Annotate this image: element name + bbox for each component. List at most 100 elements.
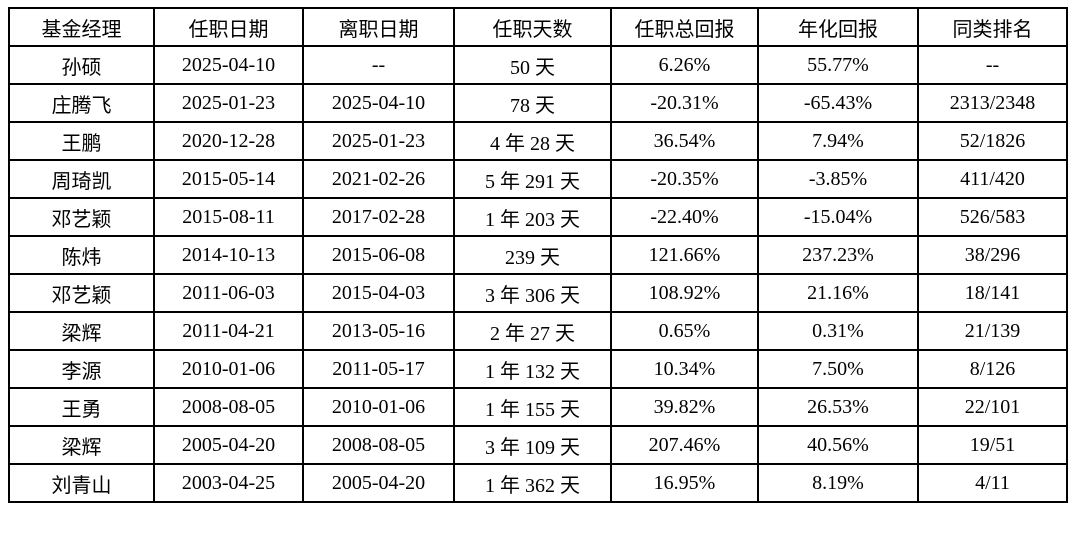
cell-total-return: -20.35% [610,159,759,199]
cell-peer-rank: 526/583 [917,197,1068,237]
cell-manager: 梁辉 [8,425,155,465]
cell-annualized-return: 8.19% [757,463,919,503]
cell-end-date: 2005-04-20 [302,463,455,503]
cell-tenure-days: 3 年 109 天 [453,425,612,465]
cell-peer-rank: 18/141 [917,273,1068,313]
fund-manager-table: 基金经理 任职日期 离职日期 任职天数 任职总回报 年化回报 同类排名 孙硕 2… [8,7,1068,503]
cell-start-date: 2011-06-03 [153,273,304,313]
table-row: 周琦凯 2015-05-14 2021-02-26 5 年 291 天 -20.… [8,159,1068,199]
cell-end-date: 2008-08-05 [302,425,455,465]
cell-start-date: 2014-10-13 [153,235,304,275]
cell-peer-rank: 2313/2348 [917,83,1068,123]
cell-annualized-return: -3.85% [757,159,919,199]
cell-start-date: 2025-04-10 [153,45,304,85]
header-row: 基金经理 任职日期 离职日期 任职天数 任职总回报 年化回报 同类排名 [8,7,1068,47]
cell-tenure-days: 5 年 291 天 [453,159,612,199]
cell-peer-rank: 52/1826 [917,121,1068,161]
column-header-peer-rank: 同类排名 [917,7,1068,47]
cell-manager: 李源 [8,349,155,389]
cell-peer-rank: 4/11 [917,463,1068,503]
cell-end-date: 2015-04-03 [302,273,455,313]
table-row: 邓艺颖 2011-06-03 2015-04-03 3 年 306 天 108.… [8,273,1068,313]
cell-peer-rank: 411/420 [917,159,1068,199]
column-header-start-date: 任职日期 [153,7,304,47]
cell-end-date: 2025-04-10 [302,83,455,123]
table-row: 王勇 2008-08-05 2010-01-06 1 年 155 天 39.82… [8,387,1068,427]
cell-start-date: 2010-01-06 [153,349,304,389]
table-row: 王鹏 2020-12-28 2025-01-23 4 年 28 天 36.54%… [8,121,1068,161]
cell-total-return: 121.66% [610,235,759,275]
cell-annualized-return: 21.16% [757,273,919,313]
cell-manager: 周琦凯 [8,159,155,199]
column-header-tenure-days: 任职天数 [453,7,612,47]
cell-total-return: 207.46% [610,425,759,465]
cell-start-date: 2020-12-28 [153,121,304,161]
cell-peer-rank: 22/101 [917,387,1068,427]
table-row: 庄腾飞 2025-01-23 2025-04-10 78 天 -20.31% -… [8,83,1068,123]
cell-peer-rank: -- [917,45,1068,85]
cell-tenure-days: 3 年 306 天 [453,273,612,313]
cell-tenure-days: 78 天 [453,83,612,123]
table-row: 梁辉 2011-04-21 2013-05-16 2 年 27 天 0.65% … [8,311,1068,351]
cell-total-return: 108.92% [610,273,759,313]
cell-annualized-return: 55.77% [757,45,919,85]
cell-manager: 邓艺颖 [8,273,155,313]
cell-tenure-days: 50 天 [453,45,612,85]
table-row: 邓艺颖 2015-08-11 2017-02-28 1 年 203 天 -22.… [8,197,1068,237]
cell-annualized-return: -65.43% [757,83,919,123]
cell-end-date: 2013-05-16 [302,311,455,351]
cell-peer-rank: 38/296 [917,235,1068,275]
cell-total-return: 36.54% [610,121,759,161]
cell-start-date: 2003-04-25 [153,463,304,503]
cell-annualized-return: 7.94% [757,121,919,161]
cell-start-date: 2015-05-14 [153,159,304,199]
cell-total-return: -20.31% [610,83,759,123]
cell-annualized-return: -15.04% [757,197,919,237]
cell-peer-rank: 19/51 [917,425,1068,465]
cell-total-return: 10.34% [610,349,759,389]
cell-tenure-days: 1 年 362 天 [453,463,612,503]
cell-total-return: 16.95% [610,463,759,503]
cell-end-date: 2025-01-23 [302,121,455,161]
cell-end-date: 2015-06-08 [302,235,455,275]
cell-annualized-return: 7.50% [757,349,919,389]
cell-end-date: -- [302,45,455,85]
table-row: 陈炜 2014-10-13 2015-06-08 239 天 121.66% 2… [8,235,1068,275]
cell-tenure-days: 1 年 203 天 [453,197,612,237]
cell-start-date: 2008-08-05 [153,387,304,427]
cell-end-date: 2011-05-17 [302,349,455,389]
column-header-annualized-return: 年化回报 [757,7,919,47]
cell-manager: 陈炜 [8,235,155,275]
cell-end-date: 2010-01-06 [302,387,455,427]
cell-peer-rank: 8/126 [917,349,1068,389]
cell-tenure-days: 1 年 155 天 [453,387,612,427]
column-header-manager: 基金经理 [8,7,155,47]
cell-manager: 邓艺颖 [8,197,155,237]
column-header-end-date: 离职日期 [302,7,455,47]
table-row: 孙硕 2025-04-10 -- 50 天 6.26% 55.77% -- [8,45,1068,85]
table-row: 李源 2010-01-06 2011-05-17 1 年 132 天 10.34… [8,349,1068,389]
cell-total-return: -22.40% [610,197,759,237]
cell-start-date: 2025-01-23 [153,83,304,123]
cell-manager: 刘青山 [8,463,155,503]
cell-annualized-return: 237.23% [757,235,919,275]
cell-total-return: 6.26% [610,45,759,85]
cell-annualized-return: 0.31% [757,311,919,351]
cell-peer-rank: 21/139 [917,311,1068,351]
cell-total-return: 39.82% [610,387,759,427]
cell-manager: 王勇 [8,387,155,427]
cell-end-date: 2017-02-28 [302,197,455,237]
cell-total-return: 0.65% [610,311,759,351]
cell-manager: 梁辉 [8,311,155,351]
cell-end-date: 2021-02-26 [302,159,455,199]
cell-annualized-return: 26.53% [757,387,919,427]
cell-annualized-return: 40.56% [757,425,919,465]
cell-manager: 王鹏 [8,121,155,161]
cell-tenure-days: 239 天 [453,235,612,275]
cell-manager: 庄腾飞 [8,83,155,123]
cell-manager: 孙硕 [8,45,155,85]
table-row: 刘青山 2003-04-25 2005-04-20 1 年 362 天 16.9… [8,463,1068,503]
cell-tenure-days: 2 年 27 天 [453,311,612,351]
cell-start-date: 2011-04-21 [153,311,304,351]
column-header-total-return: 任职总回报 [610,7,759,47]
